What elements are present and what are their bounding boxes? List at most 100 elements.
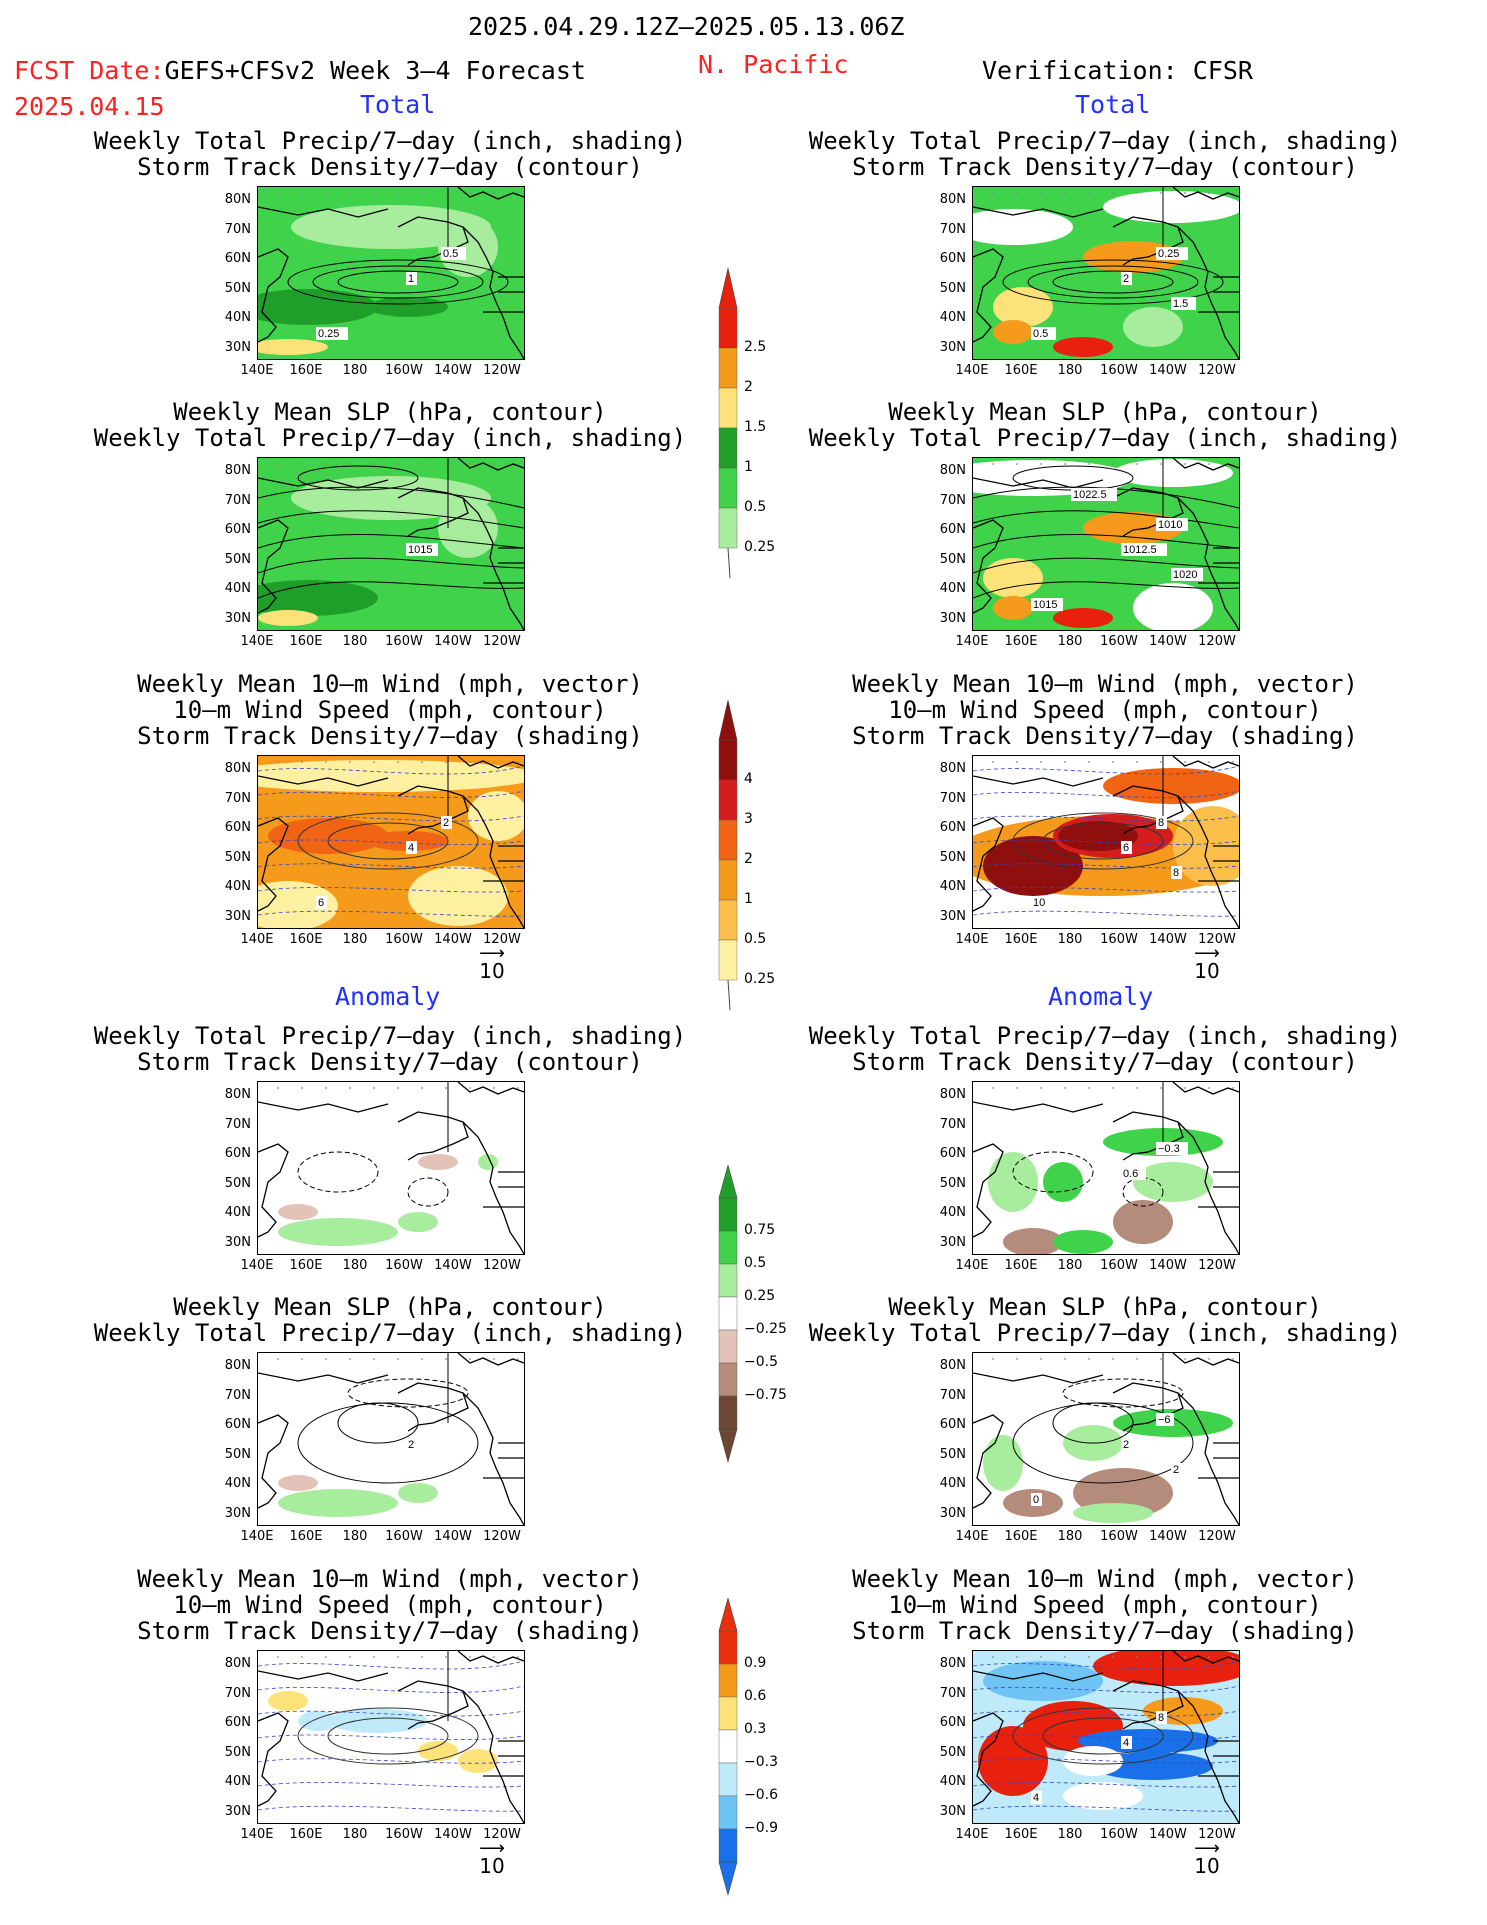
- lon-tick-label: 120W: [483, 363, 521, 378]
- grid-dot: [1184, 192, 1186, 194]
- lon-tick-label: 140W: [434, 634, 472, 649]
- lon-tick-label: 160E: [289, 1827, 323, 1842]
- lat-tick-label: 40N: [939, 879, 966, 894]
- map-frame: 4 2 6: [257, 755, 525, 929]
- grid-dot: [349, 1656, 351, 1658]
- shading-region: [398, 1483, 438, 1503]
- grid-dot: [1136, 761, 1138, 763]
- contour-label: −0.3: [1158, 1143, 1180, 1155]
- grid-dot: [373, 463, 375, 465]
- colorbar-label: 1: [744, 891, 753, 907]
- coastline-4: [457, 458, 524, 471]
- shading-region: [973, 460, 1133, 496]
- grid-dot: [349, 1087, 351, 1089]
- colorbar-label: 0.75: [744, 1222, 776, 1238]
- coastline-3: [462, 226, 524, 359]
- lat-tick-label: 40N: [224, 581, 251, 596]
- map-frame: 2 0.25 0.5 1.5: [972, 186, 1240, 360]
- wind-vector-row-3: [258, 839, 524, 845]
- grid-dot: [277, 761, 279, 763]
- grid-dot: [277, 1087, 279, 1089]
- lat-tick-label: 60N: [224, 522, 251, 537]
- lon-tick-label: 160E: [289, 1258, 323, 1273]
- lat-tick-label: 30N: [224, 908, 251, 924]
- coastline-3: [462, 497, 524, 630]
- grid-dot: [1184, 1087, 1186, 1089]
- shading-region: [978, 1726, 1048, 1796]
- coastline-0: [258, 1712, 289, 1807]
- grid-dot: [1112, 761, 1114, 763]
- coastline-1: [258, 206, 389, 218]
- shading-region: [1133, 583, 1213, 630]
- grid-dot: [469, 1087, 471, 1089]
- lon-tick-label: 160W: [1100, 1529, 1138, 1544]
- contour-label-bg: [1121, 1167, 1146, 1180]
- grid-dot: [373, 761, 375, 763]
- wind-contour-0: [1012, 812, 1194, 870]
- coastline-1: [973, 477, 1104, 489]
- grid-dot: [493, 463, 495, 465]
- coastline-2: [1112, 216, 1184, 266]
- lat-tick-label: 50N: [939, 849, 966, 865]
- lon-tick-label: 140E: [955, 1258, 989, 1273]
- lon-tick-label: 180: [342, 1258, 368, 1273]
- contour-label-bg: [1156, 247, 1188, 260]
- coastline-5: [1198, 1171, 1239, 1208]
- lat-tick-label: 60N: [224, 251, 251, 266]
- grid-dot: [445, 1358, 447, 1360]
- panel-title-line: Weekly Mean 10–m Wind (mph, vector): [137, 670, 643, 698]
- colorbar-label: 0.5: [744, 499, 767, 515]
- colorbar-label: −0.5: [744, 1354, 778, 1370]
- shading-region: [1103, 191, 1239, 223]
- grid-dot: [1112, 463, 1114, 465]
- lon-tick-label: 140E: [240, 634, 274, 649]
- colorbar-segment: [718, 1696, 738, 1731]
- shading-region: [1063, 1782, 1143, 1810]
- grid-dot: [1040, 1087, 1042, 1089]
- grid-dot: [301, 1656, 303, 1658]
- grid-dot: [1040, 761, 1042, 763]
- contour-label: −6: [1158, 1414, 1171, 1426]
- map-plot: 4 8 4: [973, 1651, 1239, 1823]
- panel-title-line: Storm Track Density/7–day (contour): [852, 1048, 1358, 1076]
- lon-tick-label: 140E: [955, 1529, 989, 1544]
- shading-region: [983, 1435, 1023, 1491]
- lat-tick-label: 70N: [224, 221, 251, 237]
- contour-label: 0.6: [1123, 1168, 1138, 1180]
- coastline-2: [1112, 1111, 1184, 1161]
- contour-label: 2: [1173, 1464, 1179, 1476]
- lat-tick-label: 80N: [224, 761, 251, 776]
- shading-region: [458, 1749, 498, 1773]
- grid-dot: [325, 463, 327, 465]
- colorbar-segment: [718, 1762, 738, 1797]
- colorbar-svg: [718, 700, 738, 1011]
- lat-tick-label: 50N: [224, 849, 251, 865]
- coastline-5: [483, 1740, 524, 1777]
- lat-tick-label: 50N: [939, 1175, 966, 1191]
- lon-tick-label: 160W: [385, 634, 423, 649]
- coastline-4: [1172, 458, 1239, 471]
- lon-tick-label: 180: [342, 363, 368, 378]
- shading-region: [1078, 1729, 1218, 1753]
- contour-label-bg: [406, 543, 438, 556]
- coastline-0: [258, 1414, 289, 1509]
- lat-tick-label: 40N: [224, 310, 251, 325]
- grid-dot: [277, 1358, 279, 1360]
- grid-dot: [1160, 463, 1162, 465]
- panel-title-line: Weekly Total Precip/7–day (inch, shading…: [808, 424, 1402, 452]
- shading-region: [418, 1154, 458, 1170]
- lat-tick-label: 80N: [939, 1656, 966, 1671]
- contour-label-bg: [316, 327, 348, 340]
- region-label: N. Pacific: [698, 50, 849, 79]
- contour-label: 1020: [1173, 569, 1197, 581]
- grid-dot: [325, 1656, 327, 1658]
- lon-tick-label: 160E: [1004, 363, 1038, 378]
- lat-tick-label: 60N: [224, 820, 251, 835]
- lat-tick-label: 70N: [939, 1387, 966, 1403]
- lat-tick-label: 50N: [224, 1446, 251, 1462]
- lat-tick-label: 40N: [939, 310, 966, 325]
- coastline-5: [483, 547, 524, 584]
- wind-vector-row-0: [973, 765, 1239, 775]
- shading-region: [258, 339, 328, 355]
- lon-tick-label: 140E: [955, 932, 989, 947]
